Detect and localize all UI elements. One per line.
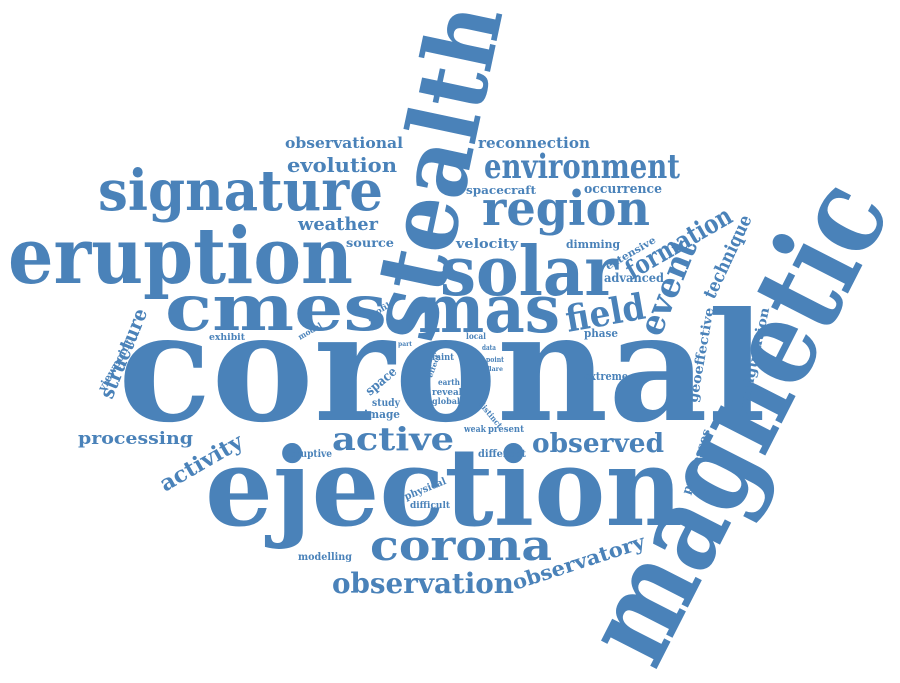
word-image: image [364, 408, 400, 421]
word-extreme: extreme [584, 370, 628, 383]
word-flare: flare [487, 366, 503, 373]
word-difficult: difficult [410, 501, 451, 511]
word-mas: mas [418, 270, 560, 348]
word-evolution: evolution [287, 153, 397, 177]
word-dimming: dimming [566, 238, 620, 251]
word-eruptive: eruptive [290, 449, 332, 460]
word-global: global [432, 396, 460, 406]
word-observed: observed [532, 429, 664, 459]
word-reveal: reveal [432, 388, 463, 398]
word-observational: observational [285, 134, 403, 152]
word-weather: weather [297, 214, 378, 235]
word-weak: weak [463, 425, 487, 435]
word-occurrence: occurrence [584, 182, 662, 197]
word-region: region [482, 181, 650, 237]
word-eruption: eruption [8, 211, 353, 302]
word-signature: signature [98, 158, 383, 224]
word-coronal: coronal [118, 280, 766, 456]
word-point: point [486, 355, 505, 364]
word-corona: corona [370, 521, 552, 570]
word-active: active [332, 420, 454, 458]
word-processing: processing [78, 429, 193, 449]
word-present: present [488, 425, 525, 435]
word-modelling: modelling [298, 552, 352, 563]
word-velocity: velocity [455, 237, 519, 252]
word-advanced: advanced [604, 271, 665, 285]
word-faint: faint [432, 353, 455, 363]
word-local: local [466, 331, 486, 341]
word-part: part [398, 341, 412, 348]
word-phase: phase [584, 327, 618, 340]
word-spacecraft: spacecraft [466, 184, 537, 197]
word-environment: environment [484, 147, 680, 187]
word-earth: earth [438, 377, 460, 387]
word-observation: observation [332, 567, 514, 600]
word-ejection: ejection [205, 425, 683, 551]
word-data: data [482, 343, 496, 352]
word-different: different [478, 449, 526, 460]
word-study: study [372, 398, 401, 409]
word-source: source [346, 236, 394, 250]
word-cmes: cmes [165, 271, 387, 346]
word-reconnection: reconnection [478, 134, 590, 152]
word-exhibit: exhibit [209, 333, 246, 343]
word-solar: solar [440, 232, 619, 312]
